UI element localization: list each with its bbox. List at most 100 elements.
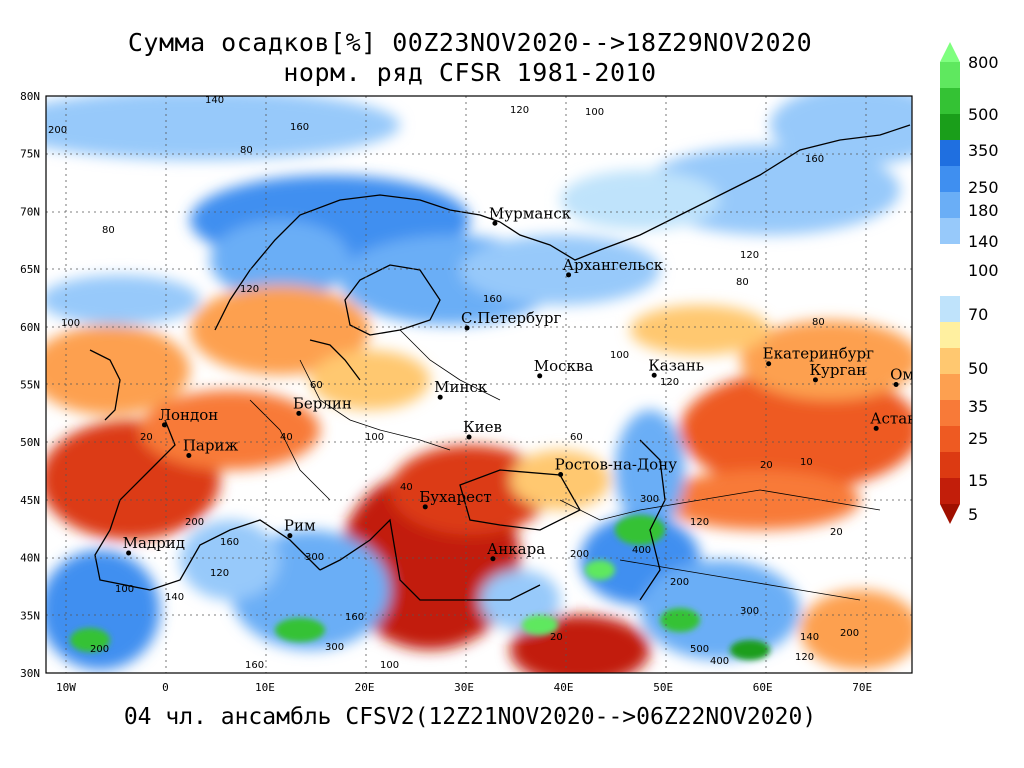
colorbar-label: 35 bbox=[968, 397, 988, 416]
contour-label: 100 bbox=[610, 350, 629, 361]
colorbar-label: 70 bbox=[968, 305, 988, 324]
contour-label: 160 bbox=[483, 294, 502, 305]
city-dot bbox=[893, 382, 899, 387]
lon-tick-label: 0 bbox=[162, 681, 169, 694]
city-label: Курган bbox=[809, 361, 866, 379]
contour-label: 40 bbox=[400, 482, 413, 493]
city-label: Мадрид bbox=[123, 534, 185, 552]
colorbar-swatch bbox=[940, 452, 960, 478]
lon-tick-label: 30E bbox=[454, 681, 474, 694]
contour-label: 100 bbox=[585, 107, 604, 118]
city-dot bbox=[296, 410, 302, 416]
lat-tick-label: 50N bbox=[20, 436, 40, 449]
contour-label: 120 bbox=[660, 377, 679, 388]
city-markers: Мурманск Архангельск С.Петербург Москва Каза… bbox=[123, 204, 912, 562]
lat-tick-label: 80N bbox=[20, 90, 40, 103]
city-dot bbox=[161, 422, 167, 428]
city-dot bbox=[287, 533, 293, 539]
contour-label: 140 bbox=[800, 632, 819, 643]
colorbar-swatch bbox=[940, 114, 960, 140]
colorbar-swatch bbox=[940, 478, 960, 504]
colorbar: 800 500 350 250 180 140 100 70 50 35 25 15 5 bbox=[940, 42, 999, 524]
contour-label: 200 bbox=[840, 628, 859, 639]
contour-label: 10 bbox=[800, 457, 813, 468]
city-dot bbox=[537, 373, 543, 379]
contour-label: 100 bbox=[61, 318, 80, 329]
contour-label: 160 bbox=[245, 660, 264, 671]
colorbar-swatch bbox=[940, 400, 960, 426]
city-label: Рим bbox=[284, 517, 316, 535]
contour-label: 300 bbox=[305, 552, 324, 563]
city-dot bbox=[490, 556, 496, 562]
contour-label: 80 bbox=[240, 145, 253, 156]
lon-tick-label: 10W bbox=[56, 681, 76, 694]
contour-label: 120 bbox=[690, 517, 709, 528]
lon-tick-label: 20E bbox=[355, 681, 375, 694]
city-dot bbox=[466, 434, 472, 440]
lon-tick-label: 40E bbox=[554, 681, 574, 694]
longitude-labels: 10W 0 10E 20E 30E 40E 50E 60E 70E bbox=[56, 681, 872, 694]
colorbar-swatch bbox=[940, 374, 960, 400]
colorbar-label: 140 bbox=[968, 232, 999, 251]
city-label: Анкара bbox=[487, 540, 545, 558]
contour-label: 140 bbox=[165, 592, 184, 603]
colorbar-swatch bbox=[940, 192, 960, 218]
city-label: С.Петербург bbox=[461, 309, 561, 327]
contour-label: 200 bbox=[570, 549, 589, 560]
precipitation-field bbox=[46, 96, 912, 673]
city-label: Берлин bbox=[293, 394, 352, 412]
contour-label: 120 bbox=[210, 568, 229, 579]
colorbar-swatch bbox=[940, 218, 960, 244]
contour-label: 160 bbox=[220, 537, 239, 548]
contour-label: 80 bbox=[812, 317, 825, 328]
lon-tick-label: 50E bbox=[653, 681, 673, 694]
city-label: Минск bbox=[434, 378, 488, 396]
colorbar-swatch bbox=[940, 140, 960, 166]
contour-labels: 140 120 100 80 160 160 200 80 120 80 120… bbox=[48, 96, 859, 671]
contour-label: 300 bbox=[640, 494, 659, 505]
city-dot bbox=[126, 550, 132, 556]
city-dot bbox=[422, 504, 428, 510]
chart-title: Сумма осадков[%] 00Z23NOV2020-->18Z29NOV… bbox=[127, 28, 813, 57]
colorbar-label: 50 bbox=[968, 359, 988, 378]
lat-tick-label: 60N bbox=[20, 321, 40, 334]
colorbar-label: 500 bbox=[968, 105, 999, 124]
city-label: Мурманск bbox=[489, 204, 572, 222]
city-label: Екатеринбург bbox=[763, 345, 874, 363]
contour-label: 200 bbox=[90, 644, 109, 655]
colorbar-swatch bbox=[940, 166, 960, 192]
coastlines bbox=[89, 124, 911, 601]
colorbar-swatch bbox=[940, 88, 960, 114]
contour-label: 200 bbox=[185, 517, 204, 528]
lon-tick-label: 10E bbox=[255, 681, 275, 694]
lon-tick-label: 70E bbox=[852, 681, 872, 694]
graticule bbox=[46, 96, 912, 673]
lat-tick-label: 65N bbox=[20, 263, 40, 276]
colorbar-label: 15 bbox=[968, 471, 988, 490]
contour-label: 120 bbox=[740, 250, 759, 261]
colorbar-label: 25 bbox=[968, 429, 988, 448]
city-dot bbox=[464, 325, 470, 331]
colorbar-swatch bbox=[940, 426, 960, 452]
contour-label: 120 bbox=[795, 652, 814, 663]
colorbar-swatch bbox=[940, 348, 960, 374]
colorbar-label: 800 bbox=[968, 53, 999, 72]
lat-tick-label: 75N bbox=[20, 148, 40, 161]
lat-tick-label: 55N bbox=[20, 379, 40, 392]
contour-label: 500 bbox=[690, 644, 709, 655]
contour-label: 300 bbox=[325, 642, 344, 653]
lat-tick-label: 40N bbox=[20, 552, 40, 565]
colorbar-label: 350 bbox=[968, 141, 999, 160]
contour-label: 20 bbox=[830, 527, 843, 538]
contour-label: 120 bbox=[240, 284, 259, 295]
contour-label: 60 bbox=[310, 380, 323, 391]
contour-label: 120 bbox=[510, 105, 529, 116]
contour-label: 200 bbox=[670, 577, 689, 588]
contour-label: 160 bbox=[805, 154, 824, 165]
colorbar-swatch bbox=[940, 322, 960, 348]
lat-tick-label: 45N bbox=[20, 494, 40, 507]
lon-tick-label: 60E bbox=[753, 681, 773, 694]
city-dot bbox=[558, 472, 564, 478]
colorbar-swatch bbox=[940, 296, 960, 322]
